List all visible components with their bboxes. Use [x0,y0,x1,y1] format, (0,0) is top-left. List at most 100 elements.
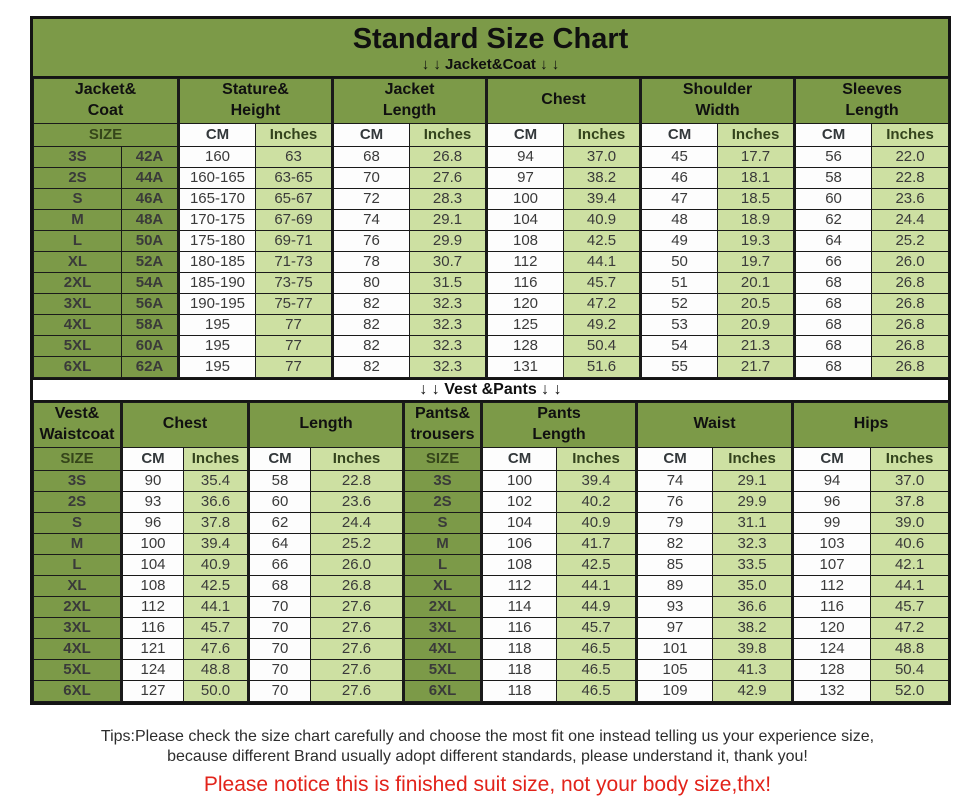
inches-value-cell: 50.4 [563,334,642,357]
size-cell: L [33,229,122,252]
size-cell: 5XL [402,658,483,681]
cm-value-cell: 125 [485,313,565,336]
size-cell: 42A [121,145,179,168]
inches-value-cell: 45.7 [182,616,250,639]
inches-value-cell: 20.9 [717,313,796,336]
cm-value-cell: 103 [791,532,872,555]
inches-value-cell: 27.6 [310,658,405,681]
cm-value-cell: 60 [793,187,873,210]
cm-value-cell: 70 [247,637,312,660]
cm-value-cell: 107 [791,553,872,576]
cm-value-cell: 160-165 [177,166,256,189]
cm-value-cell: 68 [793,313,873,336]
size-cell: M [402,532,483,555]
inches-value-cell: 18.5 [717,187,796,210]
inches-unit-header: Inches [255,122,333,147]
cm-value-cell: 52 [639,292,719,315]
cm-unit-header: CM [331,122,410,147]
cm-value-cell: 131 [485,355,565,378]
cm-value-cell: 108 [120,574,184,597]
inches-value-cell: 69-71 [255,229,333,252]
cm-value-cell: 160 [177,145,256,168]
cm-value-cell: 58 [793,166,873,189]
size-cell: 2S [33,166,122,189]
table-row: 2S 93 36.6 60 23.6 2S 102 40.2 76 29.9 96 37.8 [33,490,950,513]
cm-value-cell: 70 [247,658,312,681]
inches-value-cell: 42.5 [556,553,638,576]
cm-value-cell: 120 [485,292,565,315]
inches-unit-header: Inches [310,446,405,471]
size-cell: 46A [121,187,179,210]
cm-value-cell: 53 [639,313,719,336]
cm-value-cell: 128 [485,334,565,357]
inches-value-cell: 49.2 [563,313,642,336]
cm-value-cell: 94 [791,469,872,492]
cm-value-cell: 102 [480,490,558,513]
cm-value-cell: 78 [331,250,410,273]
jacket-coat-subtitle: ↓ ↓ Jacket&Coat ↓ ↓ [421,56,560,74]
inches-value-cell: 32.3 [408,355,488,378]
cm-value-cell: 55 [639,355,719,378]
size-cell: 3S [33,145,122,168]
inches-value-cell: 32.3 [408,334,488,357]
cm-value-cell: 90 [120,469,184,492]
cm-value-cell: 112 [120,595,184,618]
cm-value-cell: 175-180 [177,229,256,252]
size-cell: 56A [121,292,179,315]
cm-unit-header: CM [120,446,184,471]
cm-value-cell: 116 [791,595,872,618]
inches-value-cell: 44.1 [556,574,638,597]
table-row: XL 52A 180-185 71-73 78 30.7 112 44.1 50 19.7 66 26… [33,250,950,273]
cm-value-cell: 62 [793,208,873,231]
inches-value-cell: 29.9 [408,229,488,252]
inches-value-cell: 44.9 [556,595,638,618]
cm-value-cell: 132 [791,679,872,702]
table-row: M 100 39.4 64 25.2 M 106 41.7 82 32.3 103 40.6 [33,532,950,555]
inches-value-cell: 18.1 [717,166,796,189]
size-cell: 50A [121,229,179,252]
column-group-header: Hips [791,401,950,448]
cm-value-cell: 185-190 [177,271,256,294]
inches-value-cell: 32.3 [408,313,488,336]
inches-value-cell: 24.4 [871,208,950,231]
cm-value-cell: 100 [480,469,558,492]
size-cell: L [33,553,122,576]
inches-value-cell: 39.4 [556,469,638,492]
cm-value-cell: 104 [480,511,558,534]
cm-value-cell: 85 [635,553,714,576]
table-row: S 46A 165-170 65-67 72 28.3 100 39.4 47 18.5 60 23.… [33,187,950,210]
cm-value-cell: 97 [485,166,565,189]
inches-value-cell: 27.6 [310,616,405,639]
size-cell: 4XL [402,637,483,660]
cm-value-cell: 96 [791,490,872,513]
inches-value-cell: 26.8 [871,334,950,357]
inches-value-cell: 35.4 [182,469,250,492]
inches-value-cell: 40.2 [556,490,638,513]
cm-value-cell: 54 [639,334,719,357]
inches-value-cell: 38.2 [563,166,642,189]
inches-value-cell: 45.7 [556,616,638,639]
inches-value-cell: 27.6 [310,637,405,660]
inches-value-cell: 47.2 [870,616,950,639]
cm-value-cell: 112 [480,574,558,597]
size-cell: XL [402,574,483,597]
cm-value-cell: 105 [635,658,714,681]
inches-value-cell: 22.8 [310,469,405,492]
cm-value-cell: 82 [331,292,410,315]
inches-value-cell: 21.3 [717,334,796,357]
cm-value-cell: 79 [635,511,714,534]
inches-value-cell: 36.6 [182,490,250,513]
inches-value-cell: 44.1 [182,595,250,618]
inches-value-cell: 45.7 [870,595,950,618]
cm-value-cell: 96 [120,511,184,534]
size-cell: 6XL [33,679,122,702]
inches-value-cell: 37.0 [870,469,950,492]
cm-value-cell: 74 [635,469,714,492]
inches-value-cell: 44.1 [563,250,642,273]
cm-unit-header: CM [177,122,256,147]
cm-value-cell: 68 [793,334,873,357]
inches-value-cell: 33.5 [712,553,794,576]
cm-value-cell: 70 [247,616,312,639]
inches-value-cell: 38.2 [712,616,794,639]
table-row: 2S 44A 160-165 63-65 70 27.6 97 38.2 46 18.1 58 22.… [33,166,950,189]
